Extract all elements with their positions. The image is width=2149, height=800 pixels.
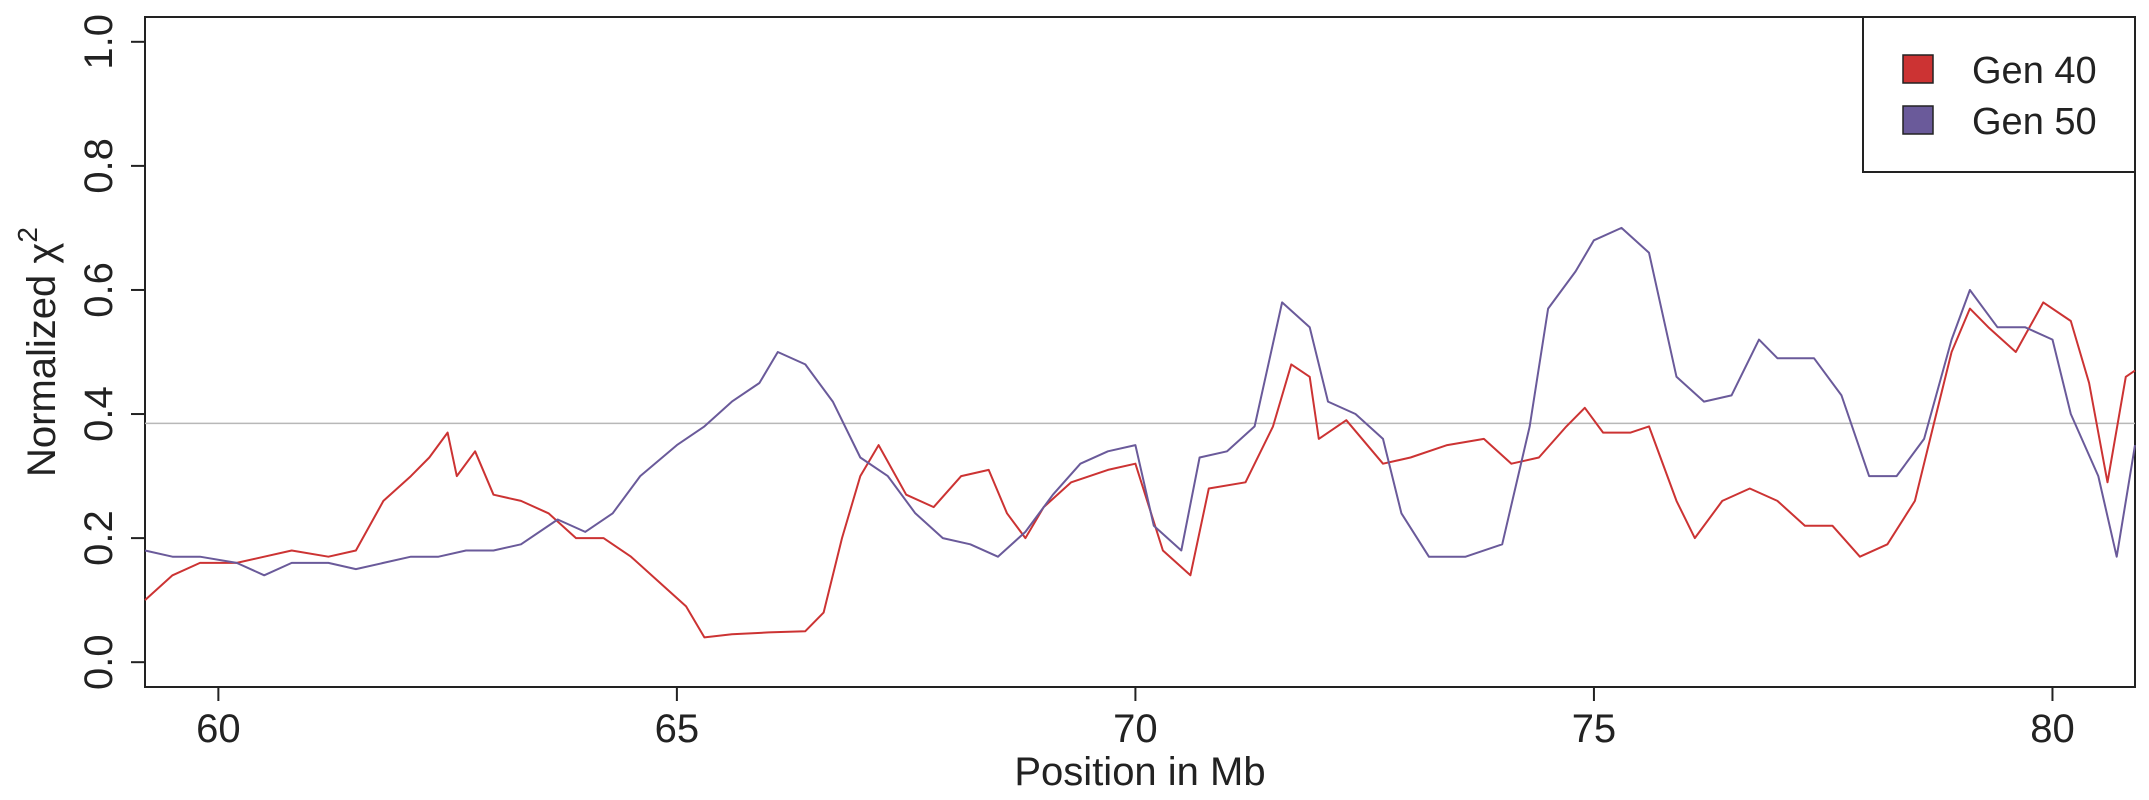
x-tick-label: 80 — [2030, 707, 2075, 751]
y-tick-label: 0.0 — [77, 634, 121, 690]
legend-swatch-gen40 — [1902, 54, 1934, 84]
series-line-gen50 — [144, 226, 2136, 577]
y-axis-title: Normalized χ2 — [12, 227, 64, 477]
y-axis-title-main: Normalized χ — [20, 243, 64, 477]
legend-swatch-gen50 — [1902, 105, 1934, 135]
legend-label-gen50: Gen 50 — [1972, 101, 2097, 143]
y-tick-label: 1.0 — [77, 14, 121, 70]
y-tick-label: 0.2 — [77, 510, 121, 566]
plot-frame — [144, 16, 2136, 688]
legend-box — [1862, 16, 2136, 173]
x-tick-label: 60 — [196, 707, 241, 751]
y-tick-label: 0.4 — [77, 386, 121, 442]
x-tick-label: 75 — [1572, 707, 1617, 751]
x-tick-label: 65 — [655, 707, 700, 751]
x-axis-title: Position in Mb — [1014, 750, 1265, 794]
x-tick-label: 70 — [1113, 707, 1158, 751]
legend: Gen 40 Gen 50 — [1862, 16, 2136, 173]
x-axis: 60 65 70 75 80 — [196, 687, 2075, 751]
y-tick-label: 0.6 — [77, 262, 121, 318]
legend-label-gen40: Gen 40 — [1972, 50, 2097, 92]
series-layer — [144, 226, 2136, 639]
svg-text:Normalized χ2: Normalized χ2 — [12, 227, 64, 477]
y-axis: 0.0 0.2 0.4 0.6 0.8 1.0 — [77, 14, 145, 690]
series-line-gen40 — [144, 301, 2136, 639]
y-axis-title-superscript: 2 — [12, 227, 43, 243]
y-tick-label: 0.8 — [77, 138, 121, 194]
